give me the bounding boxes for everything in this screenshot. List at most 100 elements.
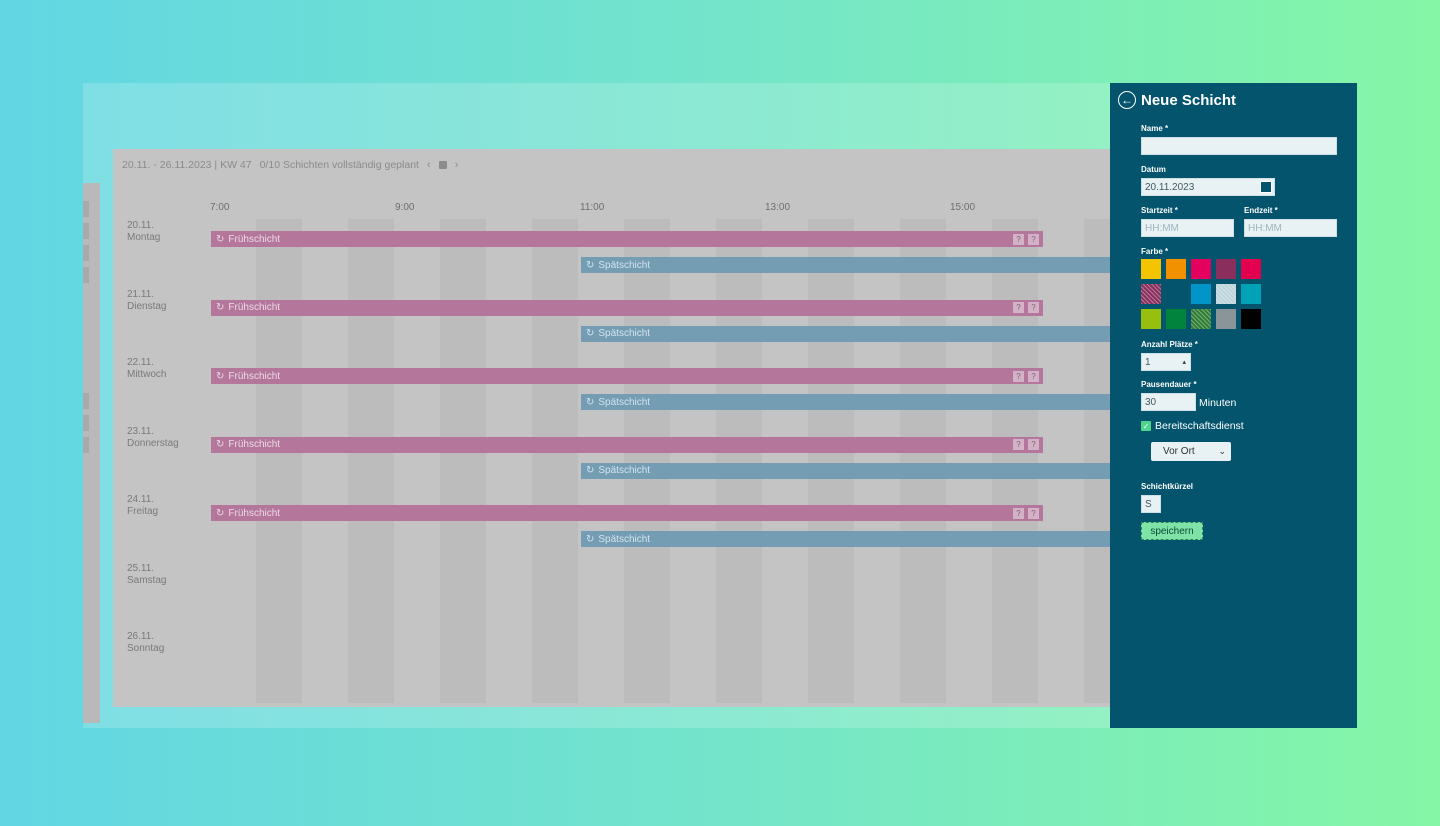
start-time-input[interactable]: HH:MM: [1141, 219, 1234, 237]
name-input[interactable]: [1141, 137, 1337, 155]
color-swatch[interactable]: [1141, 259, 1161, 279]
color-swatch[interactable]: [1166, 309, 1186, 329]
date-input[interactable]: 20.11.2023: [1141, 178, 1275, 196]
day-date: 26.11.: [127, 631, 155, 642]
grid-column: [624, 219, 670, 703]
late-shift-bar[interactable]: ↻ Spätschicht: [581, 462, 1113, 479]
repeat-icon: ↻: [586, 259, 595, 271]
time-label: 9:00: [395, 202, 415, 213]
color-swatch[interactable]: [1191, 259, 1211, 279]
grid-column: [348, 219, 394, 703]
color-swatch[interactable]: [1241, 284, 1261, 304]
shift-label: Frühschicht: [228, 302, 281, 313]
sidebar-tick: [83, 223, 89, 239]
late-shift-bar[interactable]: ↻ Spätschicht: [581, 257, 1113, 273]
question-badge[interactable]: ?: [1028, 302, 1039, 313]
early-shift-bar[interactable]: ↻ Frühschicht??: [211, 436, 1043, 453]
late-shift-bar[interactable]: ↻ Spätschicht: [581, 325, 1113, 342]
day-date: 24.11.: [127, 494, 155, 505]
end-time-label: Endzeit *: [1244, 206, 1278, 215]
day-label: 20.11. Montag: [127, 220, 160, 244]
places-stepper[interactable]: 1 ▴: [1141, 353, 1191, 371]
day-name: Samstag: [127, 574, 167, 586]
early-shift-bar[interactable]: ↻ Frühschicht??: [211, 299, 1043, 316]
break-unit: Minuten: [1199, 397, 1237, 409]
day-date: 20.11.: [127, 220, 155, 231]
day-label: 24.11. Freitag: [127, 494, 158, 518]
question-badge[interactable]: ?: [1028, 370, 1039, 382]
date-label: Datum: [1141, 165, 1166, 174]
arrow-left-circle-icon[interactable]: ←: [1118, 91, 1136, 109]
shift-label: Frühschicht: [228, 507, 281, 519]
question-badge[interactable]: ?: [1028, 233, 1039, 245]
day-date: 23.11.: [127, 425, 155, 437]
color-swatch[interactable]: [1241, 259, 1261, 279]
standby-row[interactable]: ✓ Bereitschaftsdienst: [1141, 420, 1244, 432]
color-swatch[interactable]: [1166, 259, 1186, 279]
repeat-icon: ↻: [586, 328, 595, 339]
day-label: 21.11. Dienstag: [127, 289, 166, 313]
shift-label: Spätschicht: [598, 328, 651, 339]
shift-label: Frühschicht: [228, 439, 281, 450]
short-label: Schichtkürzel: [1141, 482, 1194, 491]
shift-label: Spätschicht: [598, 533, 651, 545]
standby-type-select[interactable]: Vor Ort ⌄: [1151, 442, 1231, 461]
question-badge[interactable]: ?: [1013, 233, 1024, 245]
color-swatch[interactable]: [1141, 284, 1161, 304]
standby-checkbox[interactable]: ✓: [1141, 421, 1151, 431]
question-badge[interactable]: ?: [1013, 370, 1024, 382]
standby-type-value: Vor Ort: [1163, 446, 1195, 457]
shift-label: Spätschicht: [598, 259, 651, 271]
day-name: Dienstag: [127, 300, 167, 312]
question-badge[interactable]: ?: [1013, 507, 1024, 519]
question-badge[interactable]: ?: [1028, 507, 1039, 519]
grid-column: [716, 219, 762, 703]
time-label: 13:00: [765, 202, 791, 213]
color-swatch[interactable]: [1191, 284, 1211, 304]
question-badge[interactable]: ?: [1028, 439, 1039, 450]
places-value: 1: [1145, 356, 1151, 368]
grid-column: [900, 219, 946, 703]
sidebar-tick: [83, 245, 89, 261]
question-badge[interactable]: ?: [1013, 439, 1024, 450]
question-badge[interactable]: ?: [1013, 302, 1024, 313]
time-label: 7:00: [210, 202, 230, 213]
color-swatch[interactable]: [1216, 309, 1236, 329]
color-swatch[interactable]: [1216, 284, 1236, 304]
sidebar-tick: [83, 267, 89, 283]
repeat-icon: ↻: [586, 396, 595, 408]
grid-column: [992, 219, 1038, 703]
early-shift-bar[interactable]: ↻ Frühschicht??: [211, 368, 1043, 384]
repeat-icon: ↻: [216, 507, 225, 519]
day-date: 22.11.: [127, 357, 155, 368]
repeat-icon: ↻: [216, 439, 225, 450]
color-swatch[interactable]: [1191, 309, 1211, 329]
prev-week-button[interactable]: ‹: [426, 159, 431, 171]
early-shift-bar[interactable]: ↻ Frühschicht??: [211, 505, 1043, 521]
day-name: Sonntag: [127, 643, 165, 654]
stepper-arrows-icon[interactable]: ▴: [1182, 359, 1186, 366]
grid-column: [256, 219, 302, 703]
color-swatch[interactable]: [1241, 309, 1261, 329]
day-date: 21.11.: [127, 288, 155, 300]
early-shift-bar[interactable]: ↻ Frühschicht??: [211, 231, 1043, 247]
repeat-icon: ↻: [216, 370, 225, 382]
calendar-icon[interactable]: [438, 161, 447, 169]
standby-label: Bereitschaftsdienst: [1155, 420, 1244, 432]
color-swatch[interactable]: [1141, 309, 1161, 329]
panel-header: ← Neue Schicht: [1118, 91, 1236, 109]
grid-column: [808, 219, 854, 703]
end-time-input[interactable]: HH:MM: [1244, 219, 1337, 237]
short-input[interactable]: S: [1141, 495, 1161, 513]
save-button[interactable]: speichern: [1141, 522, 1203, 540]
grid-column: [440, 219, 486, 703]
break-input[interactable]: 30: [1141, 393, 1196, 411]
late-shift-bar[interactable]: ↻ Spätschicht: [581, 394, 1113, 410]
color-swatch[interactable]: [1216, 259, 1236, 279]
date-picker-icon[interactable]: [1260, 181, 1272, 193]
late-shift-bar[interactable]: ↻ Spätschicht: [581, 531, 1113, 547]
name-label: Name *: [1141, 124, 1169, 133]
date-value: 20.11.2023: [1145, 181, 1195, 193]
repeat-icon: ↻: [586, 465, 595, 476]
next-week-button[interactable]: ›: [454, 159, 459, 171]
